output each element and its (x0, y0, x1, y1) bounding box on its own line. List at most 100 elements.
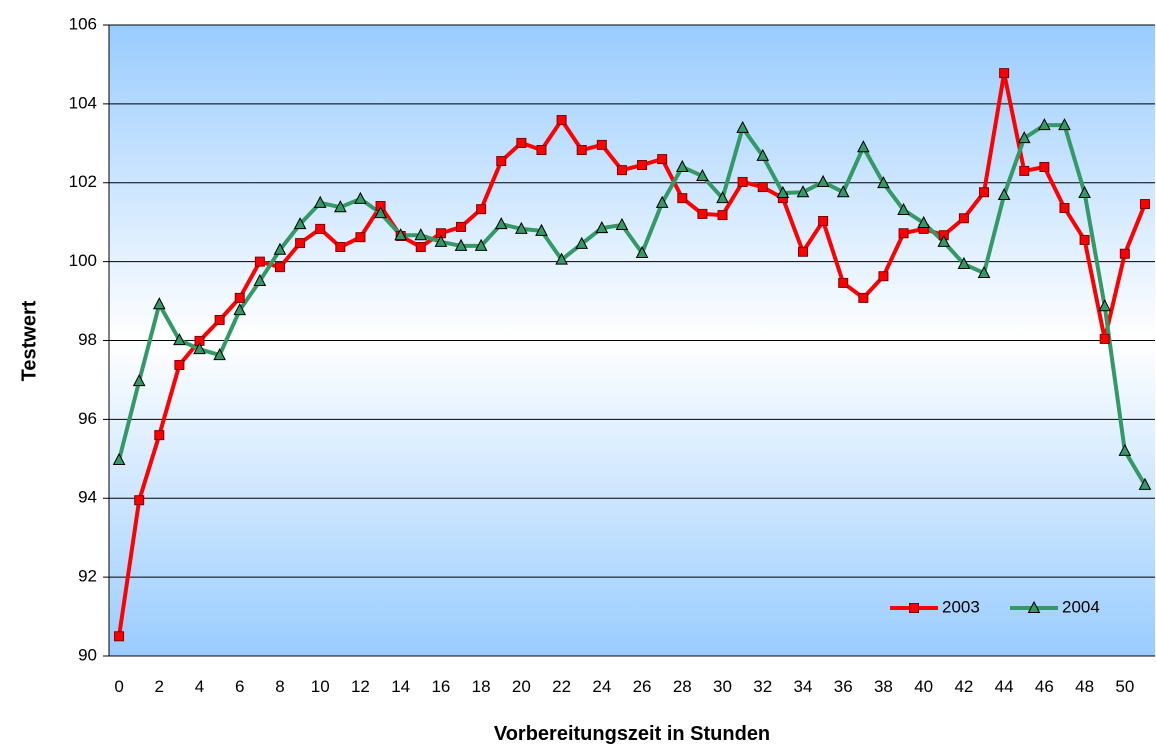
x-tick-label: 6 (235, 677, 244, 696)
marker (857, 140, 870, 153)
x-tick-label: 26 (633, 677, 652, 696)
marker (1038, 118, 1051, 131)
marker (997, 187, 1011, 200)
x-tick-label: 28 (673, 677, 692, 696)
marker (756, 148, 770, 161)
marker (1059, 202, 1070, 213)
x-tick-label: 40 (914, 677, 933, 696)
x-tick-label: 36 (834, 677, 853, 696)
marker (515, 221, 528, 234)
marker (313, 195, 327, 208)
legend-marker (909, 603, 919, 613)
x-tick-label: 24 (592, 677, 611, 696)
marker (414, 228, 428, 241)
marker (1058, 118, 1071, 131)
x-tick-label: 2 (155, 677, 164, 696)
marker (736, 120, 749, 133)
marker (174, 359, 185, 370)
marker (535, 223, 548, 236)
x-tick-label: 42 (954, 677, 973, 696)
marker (616, 165, 627, 176)
marker (1118, 443, 1132, 456)
x-tick-label: 14 (391, 677, 410, 696)
x-tick-label: 44 (995, 677, 1014, 696)
marker (1119, 248, 1130, 259)
marker (979, 187, 990, 198)
marker (234, 292, 245, 303)
marker (797, 246, 808, 257)
marker (536, 145, 547, 156)
marker (655, 195, 669, 208)
marker (776, 185, 790, 199)
marker (214, 314, 225, 325)
marker (555, 252, 568, 265)
x-tick-label: 8 (275, 677, 284, 696)
marker (576, 145, 587, 156)
marker (134, 495, 145, 506)
marker (293, 217, 307, 230)
marker (957, 256, 971, 269)
legend-marker (1027, 600, 1041, 613)
y-tick-label: 92 (78, 567, 97, 586)
marker (1098, 299, 1112, 312)
x-tick-label: 22 (552, 677, 571, 696)
series-line (117, 123, 1147, 486)
y-axis-title: Testwert (18, 300, 40, 381)
marker (415, 242, 426, 253)
marker (173, 333, 186, 346)
marker (434, 234, 448, 247)
marker (675, 159, 689, 172)
marker (354, 191, 367, 204)
marker (335, 242, 346, 253)
marker (737, 176, 748, 187)
marker (877, 176, 890, 189)
marker (152, 297, 166, 310)
marker (1039, 161, 1050, 172)
marker (193, 342, 206, 355)
marker (474, 238, 488, 251)
marker (757, 182, 768, 193)
y-tick-label: 102 (69, 172, 97, 191)
marker (897, 202, 910, 215)
x-tick-label: 20 (512, 677, 531, 696)
marker (796, 185, 810, 198)
marker (818, 216, 829, 227)
series-line (117, 71, 1147, 637)
x-tick-label: 16 (431, 677, 450, 696)
y-tick-label: 100 (69, 251, 97, 270)
marker (937, 234, 951, 247)
marker (1019, 165, 1030, 176)
marker (454, 238, 468, 251)
marker (1139, 199, 1150, 210)
marker (977, 265, 991, 279)
marker (394, 228, 407, 241)
marker (1138, 477, 1152, 490)
marker (717, 210, 728, 221)
marker (697, 208, 708, 219)
marker (635, 245, 649, 258)
marker (816, 174, 830, 187)
marker (1017, 131, 1031, 144)
x-tick-label: 0 (114, 677, 123, 696)
marker (295, 238, 306, 249)
x-tick-label: 48 (1075, 677, 1094, 696)
marker (575, 236, 589, 249)
marker (334, 200, 347, 213)
x-tick-label: 46 (1035, 677, 1054, 696)
marker (233, 303, 247, 316)
marker (615, 217, 629, 230)
y-tick-label: 106 (69, 14, 97, 33)
x-axis-title: Vorbereitungszeit in Stunden (494, 723, 770, 745)
marker (836, 185, 850, 198)
marker (114, 631, 125, 642)
marker (696, 168, 709, 182)
x-tick-label: 18 (472, 677, 491, 696)
marker (254, 256, 265, 267)
x-tick-label: 4 (195, 677, 204, 696)
y-tick-label: 98 (78, 330, 97, 349)
marker (516, 137, 527, 148)
x-tick-label: 10 (311, 677, 330, 696)
x-tick-label: 34 (794, 677, 813, 696)
x-tick-label: 32 (753, 677, 772, 696)
